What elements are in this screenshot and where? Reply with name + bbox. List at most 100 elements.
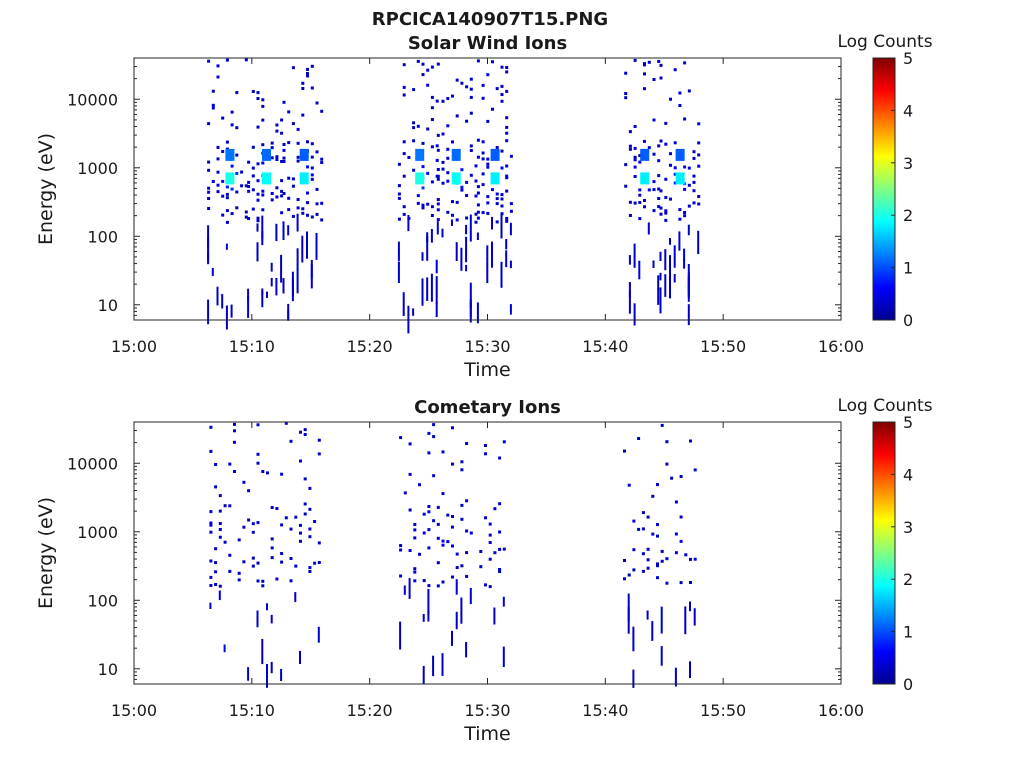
heatmap-cell [403,585,406,595]
heatmap-cell [317,626,320,643]
heatmap-cell [237,571,241,575]
y-tick-label: 100 [87,591,118,610]
heatmap-cell [303,433,307,436]
heatmap-cell [435,158,439,162]
heatmap-cell [493,607,496,625]
heatmap-cell [291,122,295,126]
heatmap-cell [221,150,225,153]
heatmap-cell [207,225,210,249]
heatmap-peak-cell [451,172,461,185]
heatmap-cell [689,661,691,679]
heatmap-cell [659,287,662,314]
heatmap-cell [270,141,274,145]
heatmap-cell [674,532,678,536]
heatmap-cell [251,188,255,192]
heatmap-cell [209,510,213,514]
heatmap-cell [432,655,435,677]
heatmap-cell [460,503,464,507]
heatmap-cell [486,245,489,262]
panel-solar-wind-ions: Solar Wind Ions 15:00 15:10 15:20 15:30 15:40… [35,32,933,381]
heatmap-cell [451,94,454,98]
heatmap-peak-cell [225,172,235,185]
heatmap-cell [436,168,440,171]
heatmap-cell [652,152,656,156]
heatmap-cell [422,512,426,516]
heatmap-cell [638,160,642,164]
heatmap-cell [495,87,499,91]
heatmap-cell [397,184,401,188]
heatmap-cell [633,146,637,150]
heatmap-cell [469,77,473,81]
heatmap-cell [481,183,485,187]
heatmap-cell [460,597,463,624]
heatmap-cell [491,60,494,64]
x-axis-label: Time [463,723,511,745]
heatmap-cell [209,584,213,587]
heatmap-cell [320,201,324,205]
heatmap-cell [451,630,453,646]
heatmap-cell [256,561,260,565]
heatmap-cell [692,201,696,205]
heatmap-cell [500,214,503,239]
heatmap-cell [436,522,440,526]
colorbar-tick-label: 4 [903,465,913,484]
colorbar [872,421,896,685]
heatmap-cell [416,124,420,128]
heatmap-cell [418,552,421,556]
heatmap-cell [476,138,480,142]
heatmap-peak-cell [490,172,500,185]
heatmap-cell [632,548,636,552]
heatmap-cell [687,183,691,187]
heatmap-cell [627,483,631,487]
heatmap-cell [422,579,426,583]
heatmap-cell [683,211,687,214]
heatmap-cell [455,242,458,261]
heatmap-cell [628,214,632,217]
y-tick-label: 1000 [77,159,118,178]
x-tick-label: 16:00 [818,701,864,720]
heatmap-cell [486,195,490,199]
heatmap-cell [628,282,631,298]
heatmap-cell [402,63,406,67]
heatmap-cell [660,559,664,563]
heatmap-cell [256,91,260,95]
heatmap-cell [436,174,440,178]
heatmap-cell [664,121,668,125]
heatmap-cell [664,211,668,215]
heatmap-cell [397,192,401,196]
heatmap-cell [280,523,284,527]
heatmap-cell [647,222,650,235]
heatmap-cell [426,127,430,131]
heatmap-cell [426,277,429,301]
heatmap-cell [301,235,304,263]
heatmap-cell [689,601,691,612]
heatmap-cell [270,546,274,550]
heatmap-cell [207,197,211,200]
heatmap-cell [657,144,661,148]
heatmap-cell [235,190,239,194]
heatmap-cell [436,218,440,222]
heatmap-cell [493,551,497,555]
heatmap-cell [683,61,687,65]
heatmap-cell [656,523,659,527]
heatmap-cell [460,468,464,472]
heatmap-cell [435,144,439,148]
heatmap-cell [421,165,425,169]
heatmap-cell [623,449,626,453]
heatmap-cell [209,575,213,579]
heatmap-cell [624,92,628,95]
heatmap-cell [469,95,473,99]
heatmap-cell [455,200,459,204]
heatmap-cell [228,504,232,508]
heatmap-cell [432,519,436,523]
heatmap-cell [505,116,509,120]
heatmap-cell [261,215,264,240]
heatmap-cell [660,423,664,427]
heatmap-cell [692,189,696,193]
heatmap-cell [657,174,661,178]
heatmap-cell [275,577,279,581]
heatmap-cell [422,614,425,622]
heatmap-cell [270,192,274,195]
heatmap-cell [493,507,497,511]
heatmap-cell [287,303,290,321]
